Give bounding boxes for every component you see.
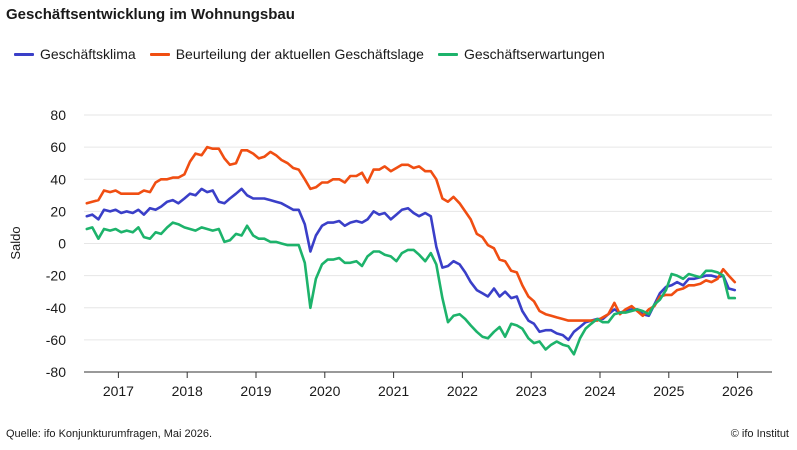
chart-title: Geschäftsentwicklung im Wohnungsbau bbox=[6, 6, 295, 23]
y-axis-label: Saldo bbox=[8, 226, 23, 259]
series-line-2 bbox=[85, 221, 737, 356]
x-tick-label: 2026 bbox=[722, 383, 753, 399]
legend-label-geschaeftserwartungen: Geschäftserwartungen bbox=[463, 46, 605, 62]
x-tick-label: 2021 bbox=[378, 383, 409, 399]
legend-label-geschaeftsklima: Geschäftsklima bbox=[40, 46, 136, 62]
x-tick-label: 2017 bbox=[103, 383, 134, 399]
y-tick-label: -20 bbox=[46, 268, 66, 284]
copyright-note: © ifo Institut bbox=[730, 428, 789, 440]
x-tick-label: 2018 bbox=[172, 383, 203, 399]
series-line-1 bbox=[85, 145, 737, 322]
x-tick-label: 2025 bbox=[653, 383, 684, 399]
legend-swatch-geschaeftserwartungen bbox=[437, 52, 458, 56]
y-tick-label: 20 bbox=[50, 203, 66, 219]
legend-entry-geschaeftslage: Beurteilung der aktuellen Geschäftslage bbox=[149, 46, 424, 62]
x-tick-label: 2019 bbox=[240, 383, 271, 399]
series-lines bbox=[85, 145, 737, 356]
y-tick-label: -80 bbox=[46, 364, 66, 380]
legend-entry-geschaeftsklima: Geschäftsklima bbox=[14, 46, 136, 62]
y-tick-label: -60 bbox=[46, 332, 66, 348]
legend-swatch-geschaeftsklima bbox=[14, 52, 34, 56]
y-axis-ticks: 80 60 40 20 0 -20 -40 -60 -80 bbox=[46, 107, 66, 380]
y-tick-label: -40 bbox=[46, 300, 66, 316]
legend-entry-geschaeftserwartungen: Geschäftserwartungen bbox=[437, 46, 605, 62]
y-tick-label: 60 bbox=[50, 139, 66, 155]
legend: Geschäftsklima Beurteilung der aktuellen… bbox=[14, 46, 605, 62]
y-tick-label: 80 bbox=[50, 107, 66, 123]
y-tick-label: 0 bbox=[58, 236, 66, 252]
legend-label-geschaeftslage: Beurteilung der aktuellen Geschäftslage bbox=[175, 46, 424, 62]
y-tick-label: 40 bbox=[50, 171, 66, 187]
x-tick-label: 2023 bbox=[516, 383, 547, 399]
legend-swatch-geschaeftslage bbox=[149, 52, 170, 56]
series-line-0 bbox=[85, 187, 737, 342]
source-note: Quelle: ifo Konjunkturumfragen, Mai 2026… bbox=[6, 428, 213, 440]
x-tick-label: 2022 bbox=[447, 383, 478, 399]
x-tick-label: 2020 bbox=[309, 383, 340, 399]
x-tick-label: 2024 bbox=[584, 383, 615, 399]
x-axis: 2017 2018 2019 2020 2021 2022 2023 2024 2025 2026 bbox=[84, 371, 772, 399]
gridlines bbox=[84, 114, 772, 373]
